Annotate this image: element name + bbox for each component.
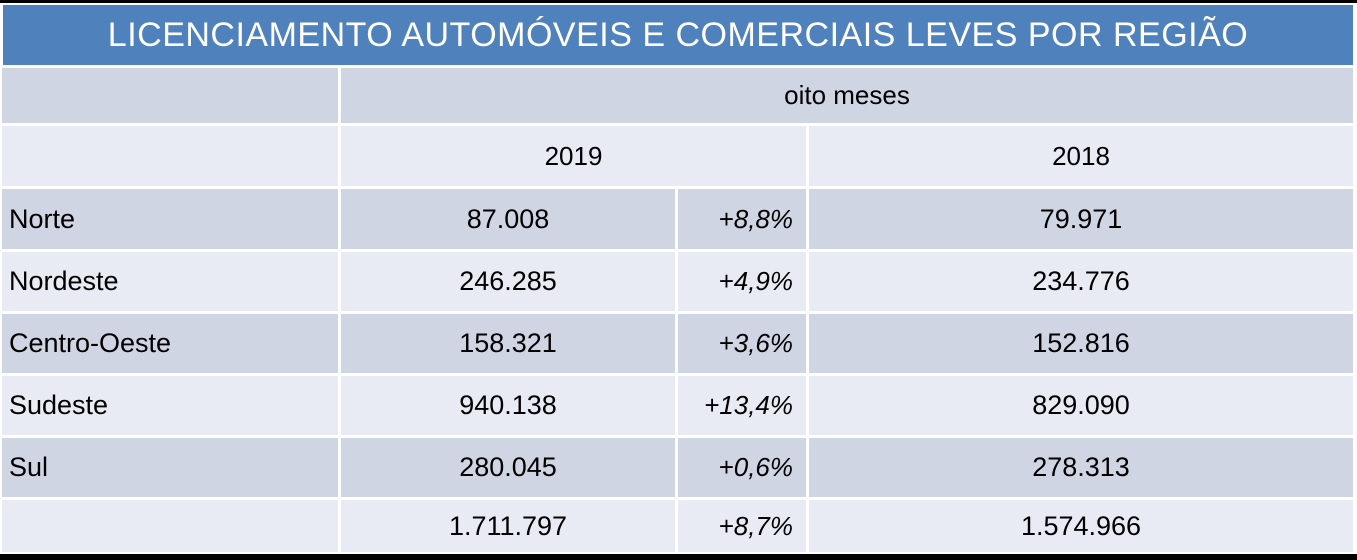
region-cell: Sudeste (2, 376, 338, 435)
pct-change-cell: +8,7% (678, 500, 806, 552)
value-2019-cell: 158.321 (341, 314, 675, 373)
value-2019-cell: 246.285 (341, 252, 675, 311)
value-2018-cell: 152.816 (809, 314, 1353, 373)
pct-change-cell: +8,8% (678, 189, 806, 249)
region-cell: Centro-Oeste (2, 314, 338, 373)
pct-change-cell: +13,4% (678, 376, 806, 435)
value-2018-cell: 1.574.966 (809, 500, 1353, 552)
value-2019-cell: 280.045 (341, 438, 675, 497)
value-2018-cell: 79.971 (809, 189, 1353, 249)
value-2018-cell: 278.313 (809, 438, 1353, 497)
corner-cell-period-row (2, 68, 338, 123)
value-2018-cell: 829.090 (809, 376, 1353, 435)
corner-cell-year-row (2, 126, 338, 186)
value-2019-cell: 87.008 (341, 189, 675, 249)
total-row-label-cell (2, 500, 338, 552)
year-header-2019: 2019 (341, 126, 806, 186)
year-header-2018: 2018 (809, 126, 1353, 186)
pct-change-cell: +0,6% (678, 438, 806, 497)
title-bar: LICENCIAMENTO AUTOMÓVEIS E COMERCIAIS LE… (3, 5, 1353, 65)
value-2019-cell: 1.711.797 (341, 500, 675, 552)
value-2018-cell: 234.776 (809, 252, 1353, 311)
region-cell: Sul (2, 438, 338, 497)
value-2019-cell: 940.138 (341, 376, 675, 435)
region-cell: Norte (2, 189, 338, 249)
period-header-cell: oito meses (341, 68, 1353, 123)
licensing-table: oito meses 2019 2018 Norte 87.008 +8,8% 79.… (2, 68, 1353, 552)
region-cell: Nordeste (2, 252, 338, 311)
pct-change-cell: +4,9% (678, 252, 806, 311)
pct-change-cell: +3,6% (678, 314, 806, 373)
page-title: LICENCIAMENTO AUTOMÓVEIS E COMERCIAIS LE… (107, 15, 1249, 54)
